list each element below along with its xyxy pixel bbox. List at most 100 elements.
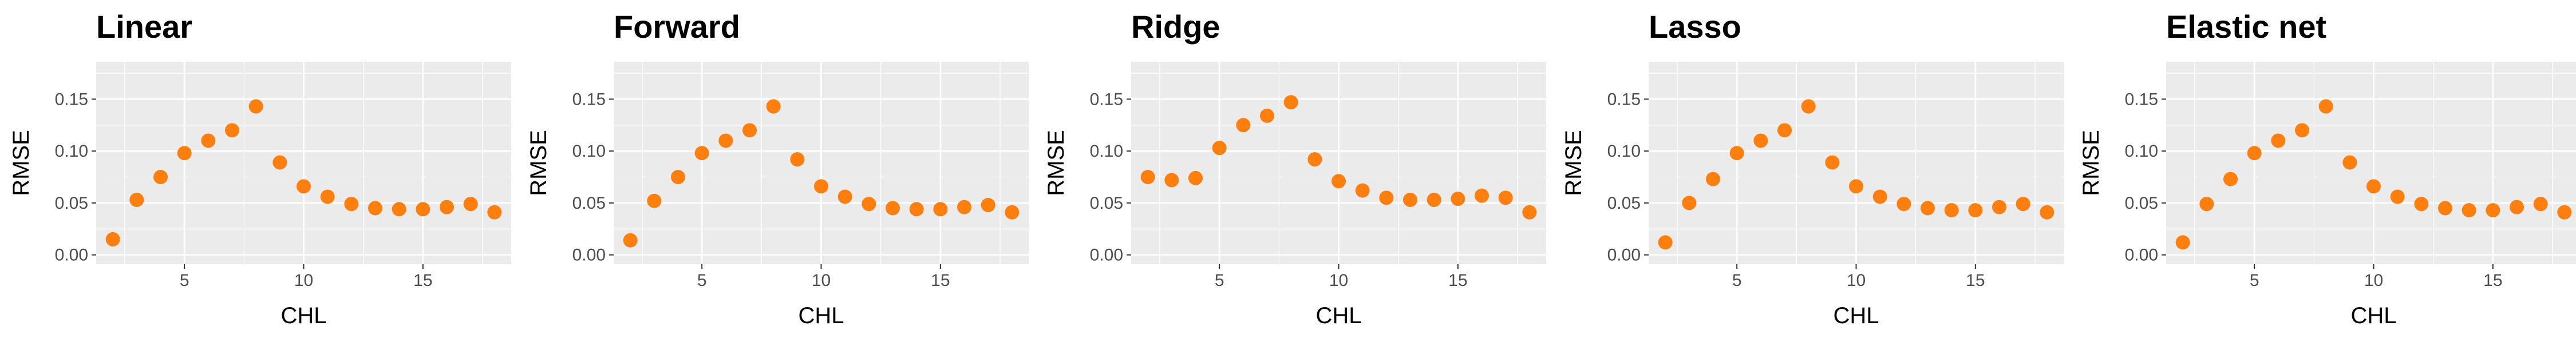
data-point [1188, 170, 1203, 185]
x-tick-label: 15 [1448, 271, 1467, 290]
data-point [1849, 179, 1863, 194]
data-point [487, 205, 502, 220]
data-point [1729, 146, 1744, 161]
data-point [933, 202, 948, 217]
data-point [694, 146, 709, 161]
y-tick-label: 0.05 [1607, 194, 1641, 213]
y-axis-label: RMSE [9, 130, 34, 196]
data-point [1682, 196, 1697, 210]
data-point [1475, 188, 1489, 203]
data-point [201, 133, 216, 148]
y-axis-label: RMSE [526, 130, 551, 196]
data-point [957, 200, 971, 214]
data-point [2462, 203, 2476, 218]
x-tick-label: 15 [413, 271, 432, 290]
data-point [1260, 108, 1274, 123]
data-point [1236, 118, 1251, 133]
x-tick-label: 15 [1966, 271, 1985, 290]
data-point [1498, 190, 1513, 205]
data-point [981, 198, 995, 213]
data-point [320, 189, 335, 204]
x-tick-label: 10 [2364, 271, 2383, 290]
x-axis-label: CHL [2350, 303, 2396, 328]
data-point [2510, 200, 2524, 214]
data-point [2271, 133, 2286, 148]
y-axis-label: RMSE [2079, 130, 2104, 196]
data-point [225, 123, 239, 138]
x-axis-label: CHL [798, 303, 844, 328]
data-point [1403, 192, 1417, 207]
data-point [837, 189, 852, 204]
data-point [1355, 183, 1370, 198]
data-point [671, 170, 685, 185]
y-tick-label: 0.00 [1090, 246, 1123, 265]
data-point [1283, 95, 1298, 110]
panel-2: 5 10 15 0.00 0.05 0.10 0.15 Forward CHL RMSE [526, 9, 1029, 328]
data-point [862, 197, 876, 212]
x-tick-label: 5 [180, 271, 189, 290]
y-tick-label: 0.15 [1090, 90, 1123, 109]
panel-1: 5 10 15 0.00 0.05 0.10 0.15 Linear CHL RMSE [9, 9, 511, 328]
y-axis-label: RMSE [1561, 130, 1586, 196]
plot-background [2166, 62, 2576, 264]
x-tick-label: 5 [1732, 271, 1742, 290]
data-point [2318, 99, 2333, 114]
data-point [2342, 155, 2357, 170]
x-tick-label: 10 [1847, 271, 1866, 290]
panel-title: Elastic net [2166, 9, 2326, 45]
data-point [886, 201, 900, 216]
y-tick-label: 0.05 [2125, 194, 2158, 213]
data-point [766, 99, 781, 114]
data-point [272, 155, 287, 170]
data-point [129, 192, 144, 207]
data-point [2016, 197, 2030, 212]
x-axis-label: CHL [1315, 303, 1361, 328]
data-point [2295, 123, 2309, 138]
x-tick-label: 10 [1329, 271, 1348, 290]
data-point [2199, 197, 2214, 212]
data-point [1777, 123, 1792, 138]
data-point [1825, 155, 1840, 170]
data-point [2438, 201, 2452, 216]
data-point [2366, 179, 2381, 194]
data-point [1801, 99, 1816, 114]
y-tick-label: 0.15 [55, 90, 88, 109]
data-point [1921, 201, 1935, 216]
data-point [344, 197, 359, 212]
x-tick-label: 5 [1215, 271, 1224, 290]
data-point [2390, 189, 2405, 204]
y-tick-label: 0.05 [572, 194, 606, 213]
data-point [1427, 192, 1441, 207]
data-point [1212, 141, 1227, 156]
x-tick-label: 5 [2250, 271, 2259, 290]
data-point [2486, 203, 2500, 218]
data-point [718, 133, 733, 148]
y-tick-label: 0.15 [1607, 90, 1641, 109]
data-point [1005, 205, 1020, 220]
data-point [177, 146, 192, 161]
data-point [1140, 170, 1155, 185]
data-point [297, 179, 311, 194]
panel-4: 5 10 15 0.00 0.05 0.10 0.15 Lasso CHL RMSE [1561, 9, 2064, 328]
data-point [1379, 190, 1394, 205]
data-point [790, 152, 805, 167]
x-tick-label: 15 [931, 271, 950, 290]
data-point [105, 232, 120, 246]
y-tick-label: 0.15 [572, 90, 606, 109]
panel-title: Lasso [1649, 9, 1741, 45]
data-point [1332, 174, 1346, 189]
y-tick-label: 0.10 [2125, 142, 2158, 161]
data-point [2040, 205, 2055, 220]
x-axis-label: CHL [1833, 303, 1879, 328]
data-point [463, 197, 478, 212]
y-tick-label: 0.10 [572, 142, 606, 161]
data-point [2223, 172, 2238, 186]
y-axis-label: RMSE [1044, 130, 1069, 196]
data-point [2557, 205, 2572, 220]
data-point [1872, 189, 1887, 204]
y-tick-label: 0.05 [1090, 194, 1123, 213]
panel-3: 5 10 15 0.00 0.05 0.10 0.15 Ridge CHL RMSE [1044, 9, 1546, 328]
data-point [909, 202, 924, 217]
y-tick-label: 0.15 [2125, 90, 2158, 109]
data-point [2533, 197, 2548, 212]
